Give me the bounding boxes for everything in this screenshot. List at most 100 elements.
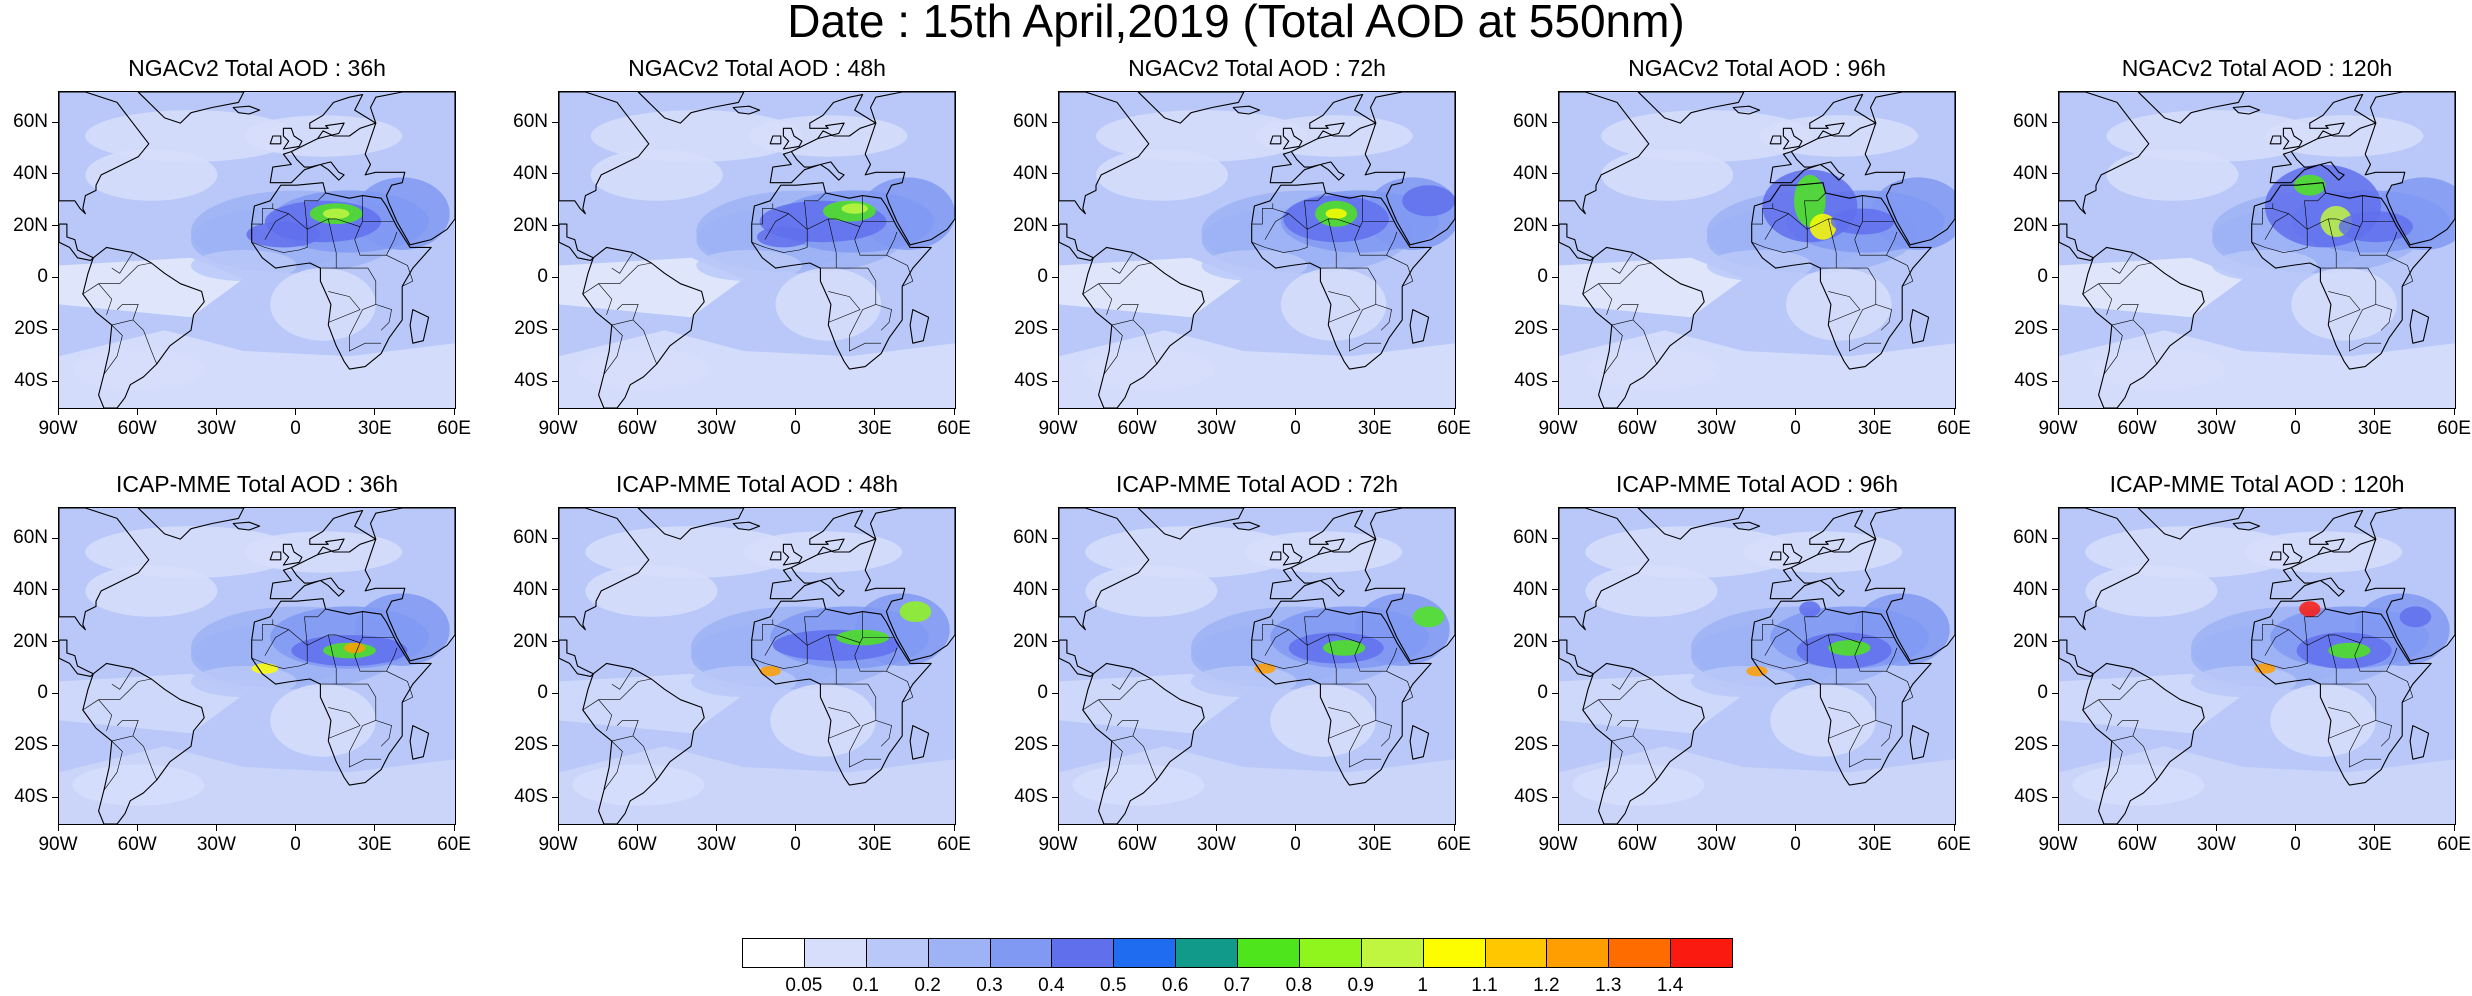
lat-tick-label: 0 — [2037, 682, 2048, 704]
country-border — [375, 304, 392, 331]
coastline-southamerica — [1582, 246, 1705, 408]
country-border — [1598, 678, 1652, 700]
lon-tick — [874, 825, 876, 831]
country-border — [111, 735, 157, 781]
country-border — [836, 267, 882, 352]
colorbar-swatch — [927, 938, 991, 968]
country-border — [751, 645, 808, 669]
aerosol-plume — [696, 250, 802, 281]
country-border — [1320, 634, 1337, 685]
coastline-asia — [1864, 508, 1955, 662]
aerosol-plume — [2299, 601, 2321, 617]
lat-tick-label: 60N — [1513, 527, 1548, 549]
coastline-britain — [1282, 543, 1303, 566]
lat-tick-label: 40S — [1514, 370, 1548, 392]
coastline-centralam — [1059, 223, 1094, 261]
coastline-africa — [2251, 182, 2432, 370]
lon-tick — [1057, 825, 1059, 831]
aerosol-plume — [72, 764, 205, 806]
lon-tick — [57, 825, 59, 831]
colorbar-label: 0.5 — [1100, 975, 1127, 996]
lat-tick — [1052, 380, 1058, 382]
aerosol-plume — [1325, 208, 1347, 219]
lon-tick-label: 60W — [1117, 418, 1157, 439]
lat-tick-label: 60N — [2013, 111, 2048, 133]
lat-tick — [1552, 328, 1558, 330]
aerosol-plume — [323, 208, 350, 219]
low-aod-region — [1559, 257, 1744, 318]
country-border — [2354, 226, 2398, 256]
lon-tick-label: 30W — [2196, 834, 2236, 855]
lon-tick — [1295, 825, 1297, 831]
lat-tick — [1052, 173, 1058, 175]
country-border — [1304, 608, 1326, 646]
lon-tick — [1453, 825, 1455, 831]
country-border — [1854, 642, 1898, 672]
lon-tick-label: 60E — [937, 418, 971, 439]
country-border — [611, 252, 634, 274]
coastline-greenland — [2137, 92, 2245, 124]
lon-tick-label: 30W — [1696, 834, 1736, 855]
coastline-ireland — [2269, 551, 2282, 561]
country-border — [836, 683, 882, 768]
country-border — [751, 229, 808, 253]
coastline-asia — [364, 508, 455, 662]
coastline-europe — [769, 510, 877, 600]
coastline-britain — [1782, 543, 1803, 566]
coastline-greenland — [1637, 508, 1745, 540]
map-canvas — [559, 92, 955, 408]
low-aod-region — [2059, 257, 2244, 318]
country-border — [2375, 720, 2392, 747]
lat-tick-label: 0 — [37, 266, 48, 288]
country-border — [1336, 683, 1382, 768]
country-border — [2375, 304, 2392, 331]
lon-tick — [215, 409, 217, 415]
country-border — [386, 254, 414, 287]
country-border — [1098, 678, 1152, 700]
lat-tick — [2052, 276, 2058, 278]
coastline-africa — [251, 598, 432, 786]
lon-tick — [874, 409, 876, 415]
lon-tick-label: 0 — [290, 834, 301, 855]
lat-tick — [552, 173, 558, 175]
colorbar-label: 0.2 — [914, 975, 941, 996]
lat-tick — [52, 589, 58, 591]
country-border — [1582, 699, 1613, 731]
aerosol-plume — [585, 526, 797, 578]
country-border — [1354, 226, 1398, 256]
coastline-madagascar — [2409, 309, 2430, 344]
country-border — [582, 699, 613, 731]
aerosol-plume — [1412, 606, 1445, 628]
lat-tick — [552, 796, 558, 798]
coastline-africa — [751, 598, 932, 786]
lat-tick — [2052, 328, 2058, 330]
country-border — [772, 611, 863, 646]
aerosol-plume — [1870, 177, 1955, 250]
lon-tick — [953, 825, 955, 831]
country-border — [1116, 720, 1139, 736]
lat-tick — [1552, 121, 1558, 123]
lat-tick-label: 0 — [1537, 266, 1548, 288]
country-border — [611, 319, 657, 365]
coastline-europe — [1269, 510, 1377, 600]
aerosol-plume — [2291, 268, 2397, 341]
lat-tick-label: 60N — [1013, 111, 1048, 133]
country-border — [1082, 283, 1113, 315]
coastline-africa — [1751, 598, 1932, 786]
lon-tick-label: 30W — [1196, 834, 1236, 855]
lon-tick-label: 30E — [1857, 834, 1892, 855]
lon-tick-label: 30E — [1357, 418, 1392, 439]
aerosol-plume — [743, 531, 903, 573]
lat-tick-label: 40N — [2013, 578, 2048, 600]
lat-tick — [2052, 744, 2058, 746]
map-panel-ngacv2-48h: NGACv2 Total AOD : 48h 60N 40N 20N 0 20S 40S 90… — [513, 54, 971, 439]
lon-tick-label: 60E — [437, 418, 471, 439]
lon-tick-label: 0 — [290, 418, 301, 439]
lon-tick — [2057, 409, 2059, 415]
coastline-madagascar — [909, 725, 930, 760]
lat-tick — [2052, 173, 2058, 175]
lat-tick — [552, 328, 558, 330]
lat-tick — [552, 121, 558, 123]
country-border — [354, 226, 398, 256]
country-border — [1116, 304, 1139, 320]
